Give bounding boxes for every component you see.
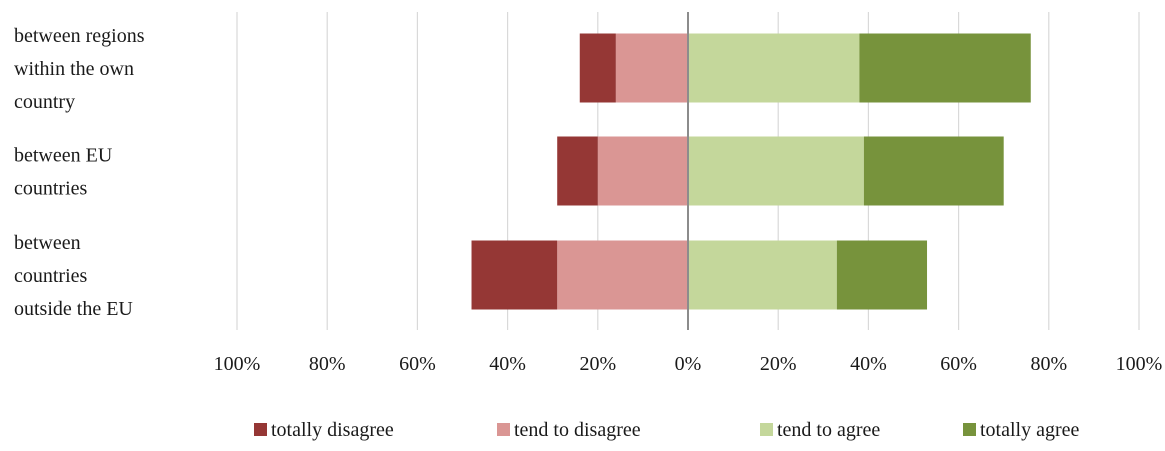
bar-segment-tend-to-agree: [688, 136, 864, 206]
bar-segment-tend-to-disagree: [597, 136, 688, 206]
legend-swatch: [497, 423, 510, 436]
x-tick-label: 20%: [579, 353, 616, 375]
legend: totally disagree tend to disagree tend to …: [254, 419, 1080, 441]
bar-segment-tend-to-agree: [688, 33, 860, 103]
legend-swatch: [254, 423, 267, 436]
legend-swatch: [963, 423, 976, 436]
x-tick-label: 40%: [489, 353, 526, 375]
category-label-line: between EU: [14, 145, 113, 167]
category-label-line: countries: [14, 178, 88, 200]
x-tick-label: 60%: [940, 353, 977, 375]
legend-label: tend to disagree: [514, 419, 641, 441]
category-label-line: countries: [14, 265, 88, 287]
bar-segment-totally-agree: [836, 240, 928, 310]
category-label-line: between: [14, 232, 81, 254]
bar-segment-totally-disagree: [471, 240, 558, 310]
x-tick-label: 20%: [760, 353, 797, 375]
category-labels: between regions within the own countrybetw…: [14, 25, 145, 320]
category-label-line: between regions: [14, 25, 145, 47]
x-tick-label: 100%: [214, 353, 261, 375]
category-label: between countries outside the EU: [14, 232, 133, 320]
category-label: between regions within the own country: [14, 25, 145, 113]
bar-segment-tend-to-disagree: [557, 240, 688, 310]
category-label-line: outside the EU: [14, 298, 133, 320]
legend-label: tend to agree: [777, 419, 880, 441]
bars: [471, 33, 1031, 310]
category-label-line: country: [14, 91, 75, 113]
bar-segment-totally-agree: [863, 136, 1004, 206]
x-tick-label: 80%: [309, 353, 346, 375]
bar-segment-totally-agree: [859, 33, 1031, 103]
x-tick-label: 40%: [850, 353, 887, 375]
legend-swatch: [760, 423, 773, 436]
x-tick-label: 60%: [399, 353, 436, 375]
bar-segment-totally-disagree: [579, 33, 616, 103]
category-label: between EU countries: [14, 145, 113, 200]
bar-segment-tend-to-disagree: [615, 33, 688, 103]
legend-label: totally agree: [980, 419, 1080, 441]
x-tick-label: 100%: [1116, 353, 1163, 375]
x-tick-label: 80%: [1030, 353, 1067, 375]
x-tick-label: 0%: [675, 353, 702, 375]
category-label-line: within the own: [14, 58, 134, 80]
x-axis-tick-labels: 100% 80% 60% 40% 20% 0% 20% 40% 60% 80% 100%: [214, 353, 1163, 375]
legend-label: totally disagree: [271, 419, 394, 441]
bar-segment-totally-disagree: [557, 136, 598, 206]
bar-segment-tend-to-agree: [688, 240, 837, 310]
